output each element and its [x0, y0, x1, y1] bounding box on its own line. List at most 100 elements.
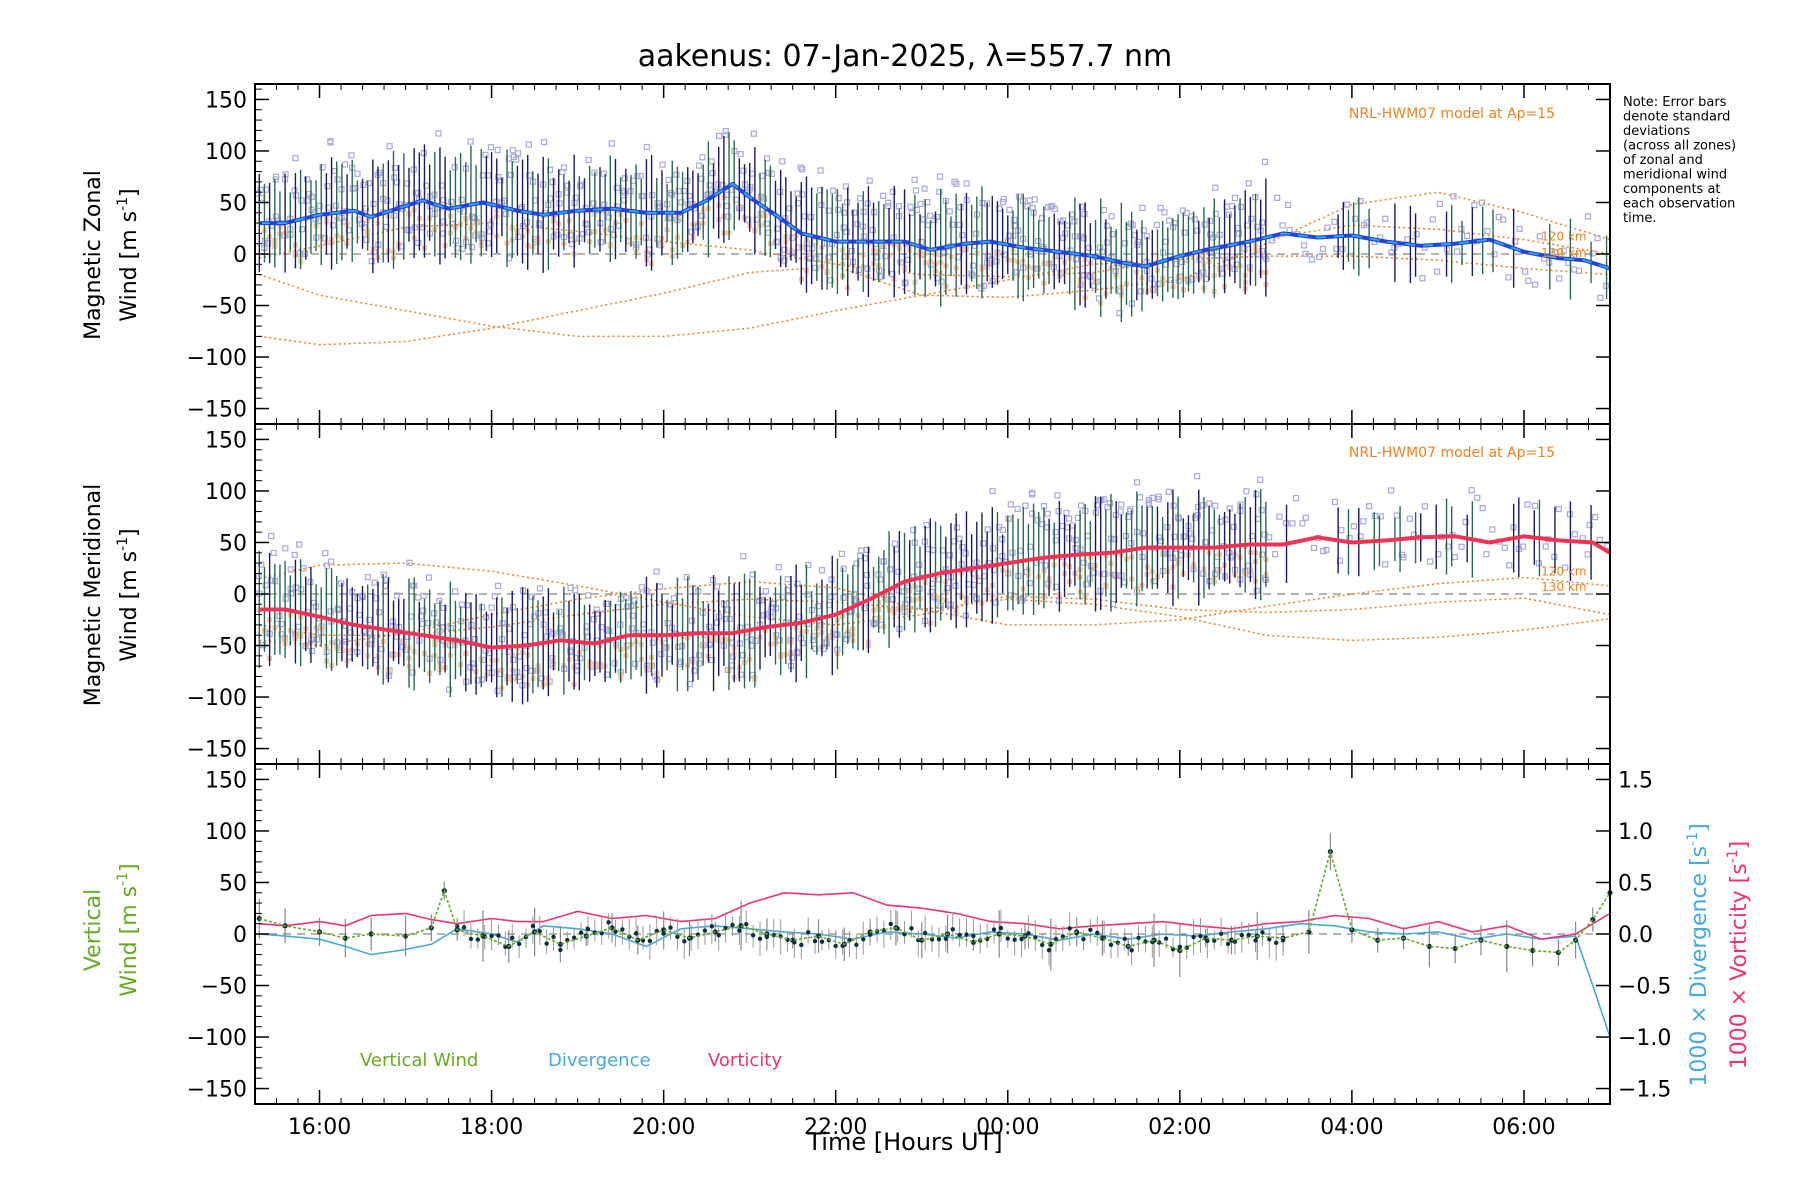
scatter-point	[1406, 515, 1413, 522]
scatter-point	[1202, 539, 1209, 546]
scatter-point	[1506, 562, 1513, 569]
scatter-point	[858, 547, 865, 554]
y-label-zonal-line1: Magnetic Zonal	[81, 170, 106, 340]
scatter-point	[1382, 215, 1389, 222]
scatter-point	[1450, 193, 1457, 200]
scatter-point	[737, 624, 744, 631]
vertical-wind-point	[812, 938, 818, 944]
scatter-point	[1103, 222, 1111, 229]
scatter-point	[911, 176, 918, 183]
scatter-point	[691, 667, 698, 674]
right-tick-label: 1.0	[1618, 820, 1653, 845]
vertical-wind-point	[936, 937, 942, 942]
scatter-point	[1245, 180, 1252, 187]
scatter-point	[358, 220, 365, 228]
y-tick-label: −150	[187, 1078, 247, 1103]
scatter-point	[316, 202, 323, 210]
svg-text:Wind [m s-1]: Wind [m s-1]	[115, 863, 142, 996]
right-tick-label: −1.0	[1618, 1026, 1671, 1051]
scatter-point	[1148, 275, 1155, 282]
scatter-point	[365, 616, 373, 623]
vertical-wind-point	[1225, 941, 1231, 947]
scatter-point	[663, 644, 670, 651]
vertical-wind-point	[633, 931, 639, 936]
vertical-wind-point	[1191, 934, 1196, 940]
scatter-point	[606, 627, 613, 635]
vertical-wind-point	[544, 941, 549, 946]
scatter-point	[469, 243, 476, 251]
y-label-zonal-line2: Wind [m s	[117, 211, 142, 322]
vertical-wind-point	[516, 941, 522, 947]
scatter-point	[287, 590, 295, 597]
scatter-point	[912, 187, 920, 194]
vertical-wind-point	[342, 935, 348, 941]
scatter-point	[951, 178, 958, 185]
scatter-point	[1000, 195, 1007, 203]
scatter-point	[905, 256, 912, 263]
scatter-point	[760, 195, 768, 202]
scatter-point	[452, 588, 459, 595]
scatter-point	[935, 576, 943, 583]
scatter-point	[984, 526, 991, 533]
scatter-point	[842, 183, 850, 190]
scatter-point	[278, 620, 285, 628]
svg-text:1000 × Vorticity [s-1]: 1000 × Vorticity [s-1]	[1725, 841, 1752, 1069]
scatter-point	[1055, 508, 1062, 515]
scatter-point	[543, 633, 550, 640]
vertical-wind-point	[847, 938, 852, 943]
scatter-point	[1451, 553, 1458, 561]
scatter-point	[301, 250, 309, 257]
scatter-point	[541, 139, 548, 146]
scatter-point	[840, 209, 848, 216]
scatter-point	[482, 151, 489, 158]
scatter-point	[1081, 210, 1088, 218]
scatter-point	[1222, 516, 1229, 523]
scatter-point	[1127, 220, 1134, 227]
scatter-point	[688, 228, 695, 235]
scatter-point	[1137, 288, 1144, 295]
scatter-point	[1316, 253, 1323, 261]
vertical-wind-point	[1529, 947, 1536, 954]
scatter-point	[1524, 501, 1531, 508]
y-tick-label: 100	[205, 820, 247, 845]
scatter-point	[722, 131, 729, 138]
scatter-point	[933, 275, 941, 282]
scatter-point	[1350, 523, 1358, 530]
vertical-wind-point	[461, 925, 467, 930]
scatter-point	[667, 215, 675, 222]
scatter-point	[897, 259, 905, 266]
scatter-point	[546, 195, 554, 202]
scatter-point	[564, 182, 571, 189]
scatter-point	[1090, 569, 1098, 576]
scatter-point	[1483, 551, 1490, 558]
scatter-point	[643, 143, 651, 151]
scatter-point	[1302, 514, 1309, 521]
model-label-meridional: NRL-HWM07 model at Ap=15	[1349, 445, 1555, 461]
scatter-point	[864, 582, 871, 589]
scatter-point	[478, 234, 486, 241]
vertical-wind-point	[1019, 936, 1024, 942]
vertical-wind-point	[368, 931, 374, 937]
scatter-point	[327, 608, 334, 615]
scatter-point	[910, 527, 917, 534]
scatter-point	[507, 171, 515, 178]
scatter-point	[781, 257, 788, 264]
scatter-point	[750, 130, 757, 137]
scatter-point	[959, 232, 966, 239]
scatter-point	[724, 191, 731, 198]
scatter-point	[1166, 217, 1173, 224]
vertical-wind-point	[1267, 937, 1272, 942]
y-tick-label: −150	[187, 398, 247, 423]
vertical-wind-point	[489, 933, 494, 939]
scatter-point	[409, 669, 416, 676]
scatter-point	[417, 613, 425, 620]
vertical-wind-point	[1012, 937, 1017, 942]
vertical-wind-point	[1273, 940, 1279, 946]
scatter-point	[1531, 502, 1539, 509]
scatter-point	[722, 615, 729, 623]
scatter-point	[686, 192, 693, 200]
model-alt-label-zonal-0: 120 km	[1541, 230, 1586, 244]
scatter-point	[1085, 244, 1092, 251]
scatter-point	[559, 631, 566, 638]
